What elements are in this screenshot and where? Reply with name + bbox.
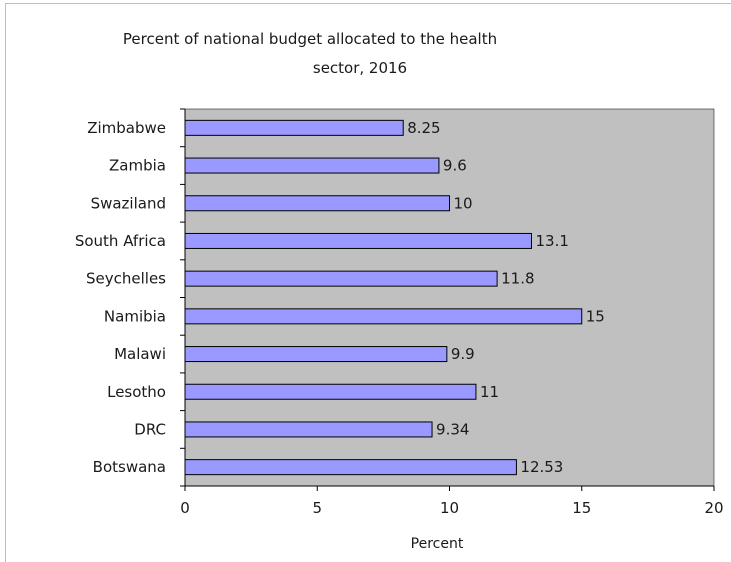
chart-title-line-2: sector, 2016	[313, 59, 407, 77]
bar-zimbabwe	[184, 119, 404, 136]
category-label: South Africa	[75, 232, 166, 250]
category-label: Swaziland	[91, 194, 166, 212]
category-label: Seychelles	[86, 270, 166, 288]
axes-layer: Zimbabwe Zambia Swaziland South Africa Seych…	[75, 108, 724, 517]
data-label: 11	[480, 383, 499, 401]
category-label: Namibia	[104, 307, 166, 325]
bar-lesotho	[184, 383, 477, 400]
x-tick-label: 15	[572, 499, 591, 517]
bar-botswana	[184, 459, 517, 476]
data-label: 12.53	[520, 458, 563, 476]
data-label: 15	[586, 307, 605, 325]
x-tick-label: 20	[704, 499, 723, 517]
category-label: DRC	[134, 420, 166, 438]
data-label: 13.1	[535, 232, 568, 250]
bar-seychelles	[184, 270, 498, 287]
data-label: 9.9	[451, 345, 475, 363]
bar-zambia	[184, 157, 440, 174]
category-label: Zambia	[109, 157, 166, 175]
bar-namibia	[184, 308, 583, 325]
x-tick-label: 5	[312, 499, 322, 517]
x-tick-label: 10	[440, 499, 459, 517]
x-tick-label: 0	[180, 499, 190, 517]
data-label: 8.25	[407, 119, 440, 137]
category-label: Malawi	[114, 345, 166, 363]
category-label: Botswana	[93, 458, 166, 476]
bars-layer: 8.25 9.6 10 13.1 11.8 15 9.9 11 9.34 12.53	[184, 119, 605, 476]
bar-malawi	[184, 346, 448, 363]
bar-swaziland	[184, 195, 450, 212]
bar-drc	[184, 421, 433, 438]
chart-frame	[5, 3, 731, 562]
data-label: 9.34	[436, 420, 469, 438]
chart-title-line-1: Percent of national budget allocated to …	[123, 30, 497, 48]
bar-south-africa	[184, 232, 532, 249]
category-label: Lesotho	[107, 383, 166, 401]
category-label: Zimbabwe	[87, 119, 166, 137]
data-label: 9.6	[443, 157, 467, 175]
x-axis-label: Percent	[411, 536, 464, 552]
data-label: 11.8	[501, 270, 534, 288]
data-label: 10	[454, 194, 473, 212]
